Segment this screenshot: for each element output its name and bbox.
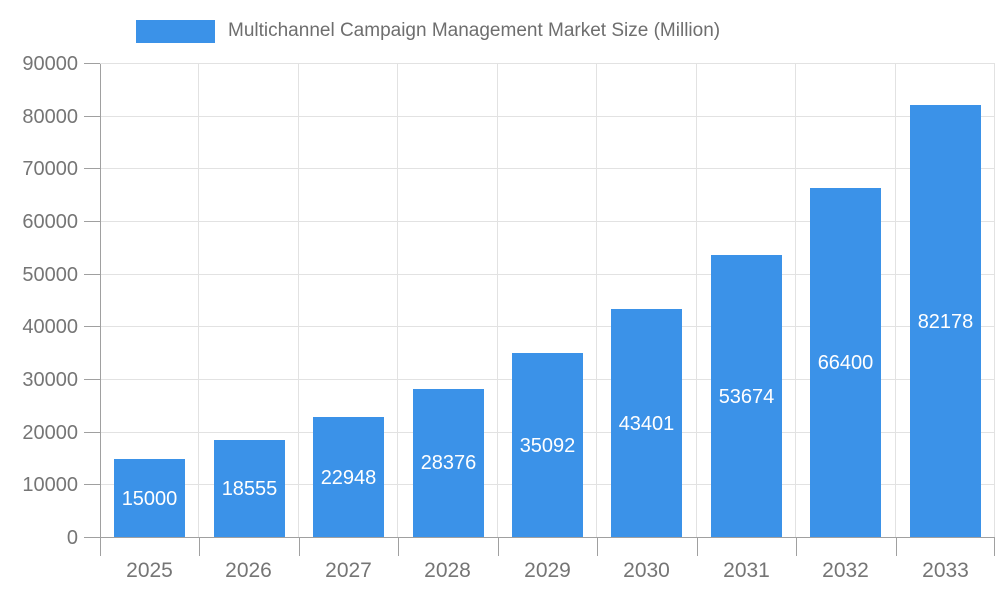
legend[interactable]: Multichannel Campaign Management Market … (136, 17, 720, 45)
y-axis-tick-label: 50000 (22, 264, 78, 286)
gridline-horizontal (100, 63, 995, 64)
bar-value-label: 15000 (121, 488, 178, 510)
bar-value-label: 82178 (917, 311, 974, 333)
x-axis-tick-label: 2033 (922, 559, 969, 582)
x-axis-tick (498, 537, 499, 556)
y-axis-tick-label: 10000 (22, 474, 78, 496)
gridline-vertical (696, 64, 697, 538)
y-axis-tick-label: 40000 (22, 316, 78, 338)
y-axis-tick (84, 116, 100, 117)
bar-value-label: 53674 (718, 386, 775, 408)
y-axis-tick (84, 484, 100, 485)
bar (711, 255, 782, 538)
gridline-horizontal (100, 274, 995, 275)
gridline-vertical (298, 64, 299, 538)
y-axis-tick-label: 60000 (22, 211, 78, 233)
bar-value-label: 43401 (618, 413, 675, 435)
y-axis-tick (84, 221, 100, 222)
plot-area: 15000 18555 22948 28376 35092 43401 53674 66400… (22, 53, 995, 582)
x-axis-tick-label: 2025 (126, 559, 173, 582)
gridline-vertical (198, 64, 199, 538)
y-axis-tick-label: 20000 (22, 422, 78, 444)
x-axis-tick (697, 537, 698, 556)
bar-value-label: 28376 (420, 452, 477, 474)
gridline-vertical (994, 64, 995, 538)
y-axis-tick (84, 379, 100, 380)
x-axis-tick (994, 537, 995, 556)
y-axis-tick (84, 63, 100, 64)
bar (214, 440, 285, 538)
gridline-horizontal (100, 168, 995, 169)
x-axis-tick (896, 537, 897, 556)
bar-value-label: 18555 (221, 478, 278, 500)
y-axis-tick (84, 432, 100, 433)
x-axis-tick-label: 2031 (723, 559, 770, 582)
gridline-vertical (397, 64, 398, 538)
bar (313, 417, 384, 538)
bar-value-label: 35092 (519, 435, 576, 457)
gridline-horizontal (100, 326, 995, 327)
y-axis-tick-label: 80000 (22, 106, 78, 128)
y-axis-tick-label: 90000 (22, 53, 78, 75)
x-axis-tick-label: 2026 (225, 559, 272, 582)
bar-value-label: 66400 (817, 352, 874, 374)
y-axis-tick (84, 274, 100, 275)
x-axis-tick-label: 2028 (424, 559, 471, 582)
y-axis-tick (84, 326, 100, 327)
x-axis-line (100, 537, 995, 538)
gridline-vertical (895, 64, 896, 538)
bar (910, 105, 981, 538)
x-axis-tick (199, 537, 200, 556)
bar-value-label: 22948 (320, 467, 377, 489)
x-axis-tick (597, 537, 598, 556)
bar (114, 459, 185, 538)
y-axis-tick-label: 70000 (22, 158, 78, 180)
gridline-horizontal (100, 116, 995, 117)
gridline-vertical (795, 64, 796, 538)
x-axis-tick-label: 2027 (325, 559, 372, 582)
gridline-vertical (596, 64, 597, 538)
y-axis-tick-label: 0 (66, 527, 78, 549)
y-axis-tick (84, 168, 100, 169)
bar (512, 353, 583, 538)
y-axis-line (100, 64, 101, 538)
gridline-horizontal (100, 221, 995, 222)
x-axis-tick-label: 2032 (822, 559, 869, 582)
x-axis-tick (796, 537, 797, 556)
x-axis-tick (299, 537, 300, 556)
legend-label[interactable]: Multichannel Campaign Management Market … (228, 20, 721, 41)
x-axis-tick (100, 537, 101, 556)
gridline-vertical (497, 64, 498, 538)
x-axis-tick (398, 537, 399, 556)
bar (810, 188, 881, 538)
y-axis-tick (84, 537, 100, 538)
x-axis-tick-label: 2029 (524, 559, 571, 582)
bar (611, 309, 682, 538)
y-axis-tick-label: 30000 (22, 369, 78, 391)
bar (413, 389, 484, 538)
legend-swatch-icon[interactable] (136, 19, 215, 43)
x-axis-tick-label: 2030 (623, 559, 670, 582)
